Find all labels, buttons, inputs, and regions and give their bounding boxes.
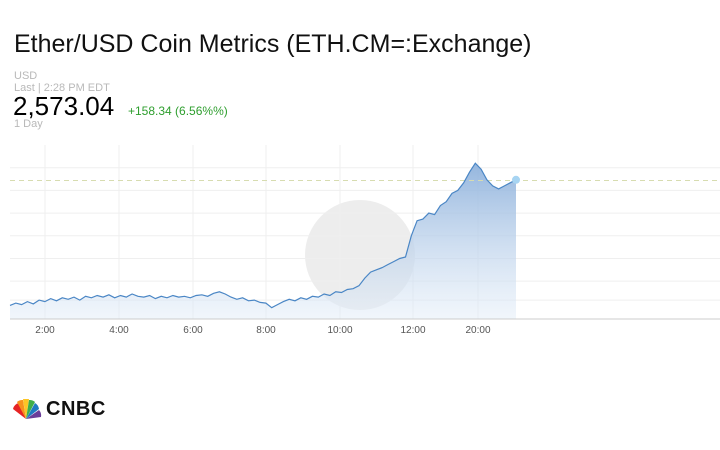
period-label: 1 Day — [14, 118, 43, 130]
cnbc-logo: CNBC — [10, 398, 106, 421]
last-updated-label: Last | 2:28 PM EDT — [14, 82, 110, 94]
x-tick-label: 10:00 — [327, 325, 352, 336]
x-tick-label: 8:00 — [256, 325, 276, 336]
last-price: 2,573.04 — [13, 91, 115, 121]
peacock-icon — [13, 398, 42, 419]
page-title: Ether/USD Coin Metrics (ETH.CM=:Exchange… — [14, 30, 532, 58]
x-tick-label: 4:00 — [109, 325, 129, 336]
x-tick-label: 2:00 — [35, 325, 55, 336]
x-tick-label: 6:00 — [183, 325, 203, 336]
price-area — [10, 163, 516, 319]
price-chart: 2:00 4:00 6:00 8:00 10:00 12:00 20:00 — [9, 145, 720, 336]
price-line — [9, 162, 517, 309]
last-price-marker — [512, 175, 520, 184]
cnbc-wordmark: CNBC — [46, 398, 106, 420]
x-tick-label: 12:00 — [400, 325, 425, 336]
price-change: +158.34 (6.56%%) — [128, 104, 228, 118]
currency-label: USD — [14, 70, 38, 82]
chart-grid — [10, 145, 720, 319]
x-tick-label: 20:00 — [465, 325, 490, 336]
x-axis: 2:00 4:00 6:00 8:00 10:00 12:00 20:00 — [35, 325, 491, 336]
